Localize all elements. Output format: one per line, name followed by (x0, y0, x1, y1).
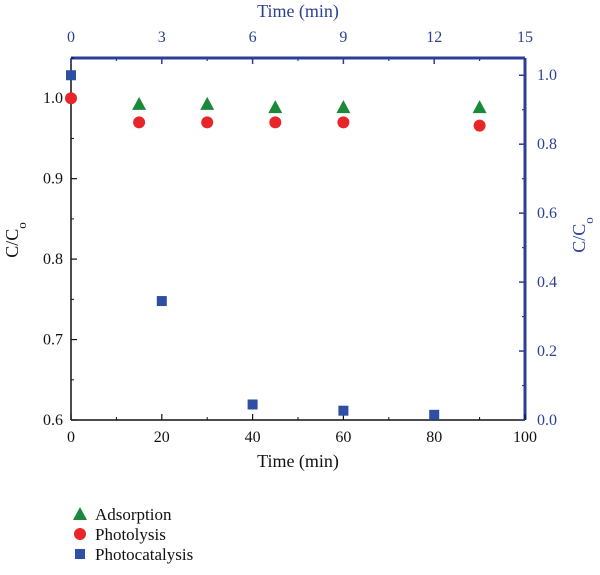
adsorption-legend-label: Adsorption (95, 505, 172, 524)
right-tick-label: 0.2 (537, 343, 557, 360)
top-tick-label: 6 (249, 29, 257, 46)
bottom-tick-label: 0 (67, 429, 75, 446)
left-tick-label: 0.7 (43, 332, 63, 349)
adsorption-point (472, 100, 487, 114)
bottom-tick-label: 100 (513, 429, 537, 446)
top-axis-title: Time (min) (257, 1, 339, 22)
bottom-axis-title: Time (min) (257, 451, 339, 472)
photocatalysis-legend-label: Photocatalysis (95, 545, 193, 564)
axis-ticks (70, 57, 526, 421)
left-tick-label: 0.8 (43, 251, 63, 268)
left-tick-label: 1.0 (43, 90, 63, 107)
top-tick-label: 0 (67, 29, 75, 46)
left-tick-label: 0.6 (43, 412, 63, 429)
right-tick-label: 0.4 (537, 274, 557, 291)
photocatalysis-point (156, 296, 167, 307)
adsorption-point (268, 100, 283, 114)
photolysis-point (473, 119, 486, 132)
data-points (65, 70, 487, 420)
photolysis-point (269, 116, 282, 129)
photocatalysis-point (429, 409, 440, 420)
photocatalysis-legend-marker (75, 549, 85, 559)
bottom-tick-label: 40 (245, 429, 261, 446)
right-tick-label: 0.8 (537, 136, 557, 153)
adsorption-legend-marker (73, 507, 87, 520)
photolysis-legend-label: Photolysis (95, 525, 166, 544)
photolysis-legend-marker (74, 528, 86, 540)
top-tick-label: 12 (426, 29, 442, 46)
adsorption-point (132, 96, 147, 110)
top-tick-label: 3 (158, 29, 166, 46)
right-axis-title: C/Co (569, 217, 596, 253)
photocatalysis-point (66, 70, 76, 81)
bottom-tick-label: 80 (426, 429, 442, 446)
bottom-tick-label: 60 (335, 429, 351, 446)
left-tick-label: 0.9 (43, 171, 63, 188)
photolysis-point (201, 116, 214, 129)
right-tick-label: 1.0 (537, 67, 557, 84)
photolysis-point (133, 116, 146, 129)
adsorption-point (336, 100, 351, 114)
photolysis-point (337, 116, 350, 129)
top-tick-label: 9 (339, 29, 347, 46)
photocatalysis-point (338, 405, 349, 416)
adsorption-point (200, 96, 215, 110)
photolysis-point (65, 92, 77, 105)
tick-labels: 0 20 40 60 80 100 0 3 6 9 12 15 0.6 0.7 0.8 0.9 1.0 0.0 0.… (43, 29, 557, 446)
photocatalysis-point (247, 399, 258, 410)
bottom-tick-label: 20 (154, 429, 170, 446)
right-tick-label: 0.6 (537, 205, 557, 222)
right-tick-label: 0.0 (537, 412, 557, 429)
top-tick-label: 15 (517, 29, 533, 46)
axis-titles: Time (min) Time (min) C/Co C/Co (2, 1, 596, 472)
plot-frame (70, 56, 527, 421)
left-axis-title: C/Co (2, 222, 29, 258)
